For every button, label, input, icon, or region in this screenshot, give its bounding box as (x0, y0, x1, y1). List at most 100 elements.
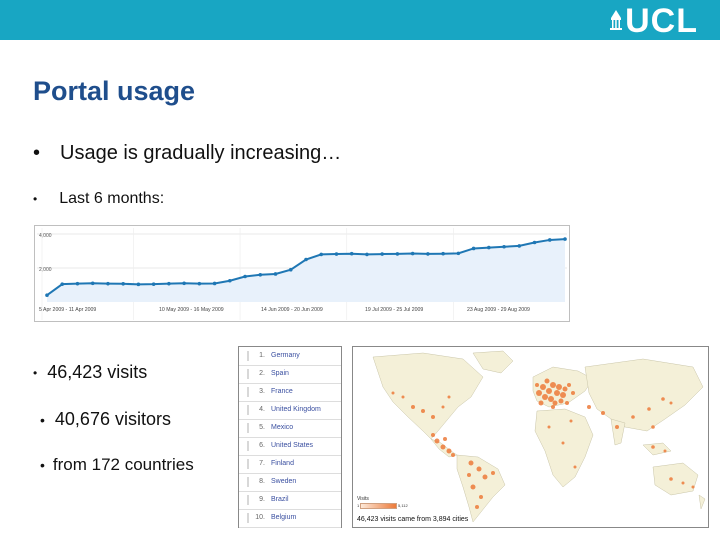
bullet-dot: • (33, 192, 38, 206)
x-tick-label: 10 May 2009 - 16 May 2009 (159, 307, 224, 313)
data-point (319, 252, 324, 257)
bullet-dot: • (40, 457, 45, 473)
data-point (182, 281, 186, 286)
data-point (304, 257, 308, 262)
data-point (167, 281, 171, 286)
row-marker (247, 423, 249, 433)
visit-dot (669, 477, 673, 481)
visit-dot (561, 441, 565, 445)
visit-dot (681, 481, 685, 485)
row-marker (247, 405, 249, 415)
header-bar: UCL (0, 0, 720, 40)
row-country[interactable]: United Kingdom (271, 406, 321, 413)
data-point (258, 273, 263, 277)
visit-dot (569, 419, 573, 423)
visit-dot (482, 474, 488, 480)
visit-dot (651, 445, 655, 449)
visit-dot (647, 407, 651, 411)
visit-dot (562, 386, 568, 392)
data-point (410, 251, 415, 256)
stat-visits-text: 46,423 visits (47, 362, 148, 382)
map-caption: 46,423 visits came from 3,894 cities (357, 516, 469, 523)
x-tick-label: 5 Apr 2009 - 11 Apr 2009 (39, 307, 96, 313)
stat-visits: • 46,423 visits (33, 362, 147, 383)
visit-dot (401, 395, 405, 399)
data-point (547, 238, 552, 242)
visit-dot (547, 425, 551, 429)
data-point (380, 252, 384, 256)
visit-dot (535, 383, 539, 387)
visit-dot (661, 397, 665, 401)
visit-dot (573, 465, 577, 469)
row-marker (247, 441, 249, 451)
visit-dot (431, 433, 435, 437)
row-rank: 3. (259, 388, 265, 395)
data-point (45, 293, 49, 297)
row-country[interactable]: Finland (271, 460, 294, 467)
visit-dot (542, 394, 548, 400)
table-row: 6. United States (239, 437, 341, 456)
table-row: 2. Spain (239, 365, 341, 384)
row-rank: 2. (259, 370, 265, 377)
row-country[interactable]: Spain (271, 370, 289, 377)
data-point (136, 282, 141, 287)
visit-dot (615, 425, 619, 429)
row-rank: 1. (259, 352, 265, 359)
row-marker (247, 351, 249, 361)
data-point (441, 251, 445, 256)
data-point (349, 251, 354, 256)
visit-dot (440, 444, 446, 450)
bullet-dot: • (33, 365, 38, 380)
row-country[interactable]: Sweden (271, 478, 297, 485)
row-rank: 10. (255, 514, 265, 521)
data-point (471, 246, 476, 251)
row-rank: 9. (259, 496, 265, 503)
row-rank: 6. (259, 442, 265, 449)
legend-max: 5,112 (398, 503, 408, 508)
data-point (517, 244, 522, 248)
row-country[interactable]: Mexico (271, 424, 294, 431)
visit-dot (447, 395, 451, 399)
portico-icon (610, 10, 623, 30)
x-tick-label: 23 Aug 2009 - 29 Aug 2009 (467, 307, 530, 313)
visit-dot (587, 405, 591, 409)
legend-min: 1 (357, 503, 360, 508)
visit-dot (421, 409, 425, 413)
data-point (288, 267, 293, 272)
row-country[interactable]: France (271, 388, 293, 395)
row-country[interactable]: United States (271, 442, 314, 449)
visit-dot (391, 391, 395, 395)
data-point (151, 282, 156, 286)
row-country[interactable]: Germany (271, 352, 300, 359)
visit-dot (536, 390, 542, 396)
series-area (47, 239, 565, 302)
table-row: 4. United Kingdom (239, 401, 341, 420)
row-country[interactable]: Brazil (271, 496, 289, 503)
visit-dot (441, 405, 445, 409)
data-point (90, 281, 95, 286)
visit-dot (467, 473, 471, 477)
stat-countries-text: from 172 countries (52, 455, 194, 474)
data-point (365, 252, 369, 257)
row-country[interactable]: Belgium (271, 514, 297, 521)
visit-dot (691, 485, 695, 489)
visit-dots (391, 378, 695, 509)
row-rank: 7. (259, 460, 265, 467)
data-point (395, 252, 400, 256)
data-point (532, 240, 537, 245)
stat-countries: • from 172 countries (40, 455, 194, 475)
visit-dot (567, 383, 571, 387)
visit-dot (479, 495, 483, 499)
bullet-main: • Usage is gradually increasing… (33, 142, 341, 165)
visit-dot (551, 405, 555, 409)
row-marker (247, 387, 249, 397)
visit-dot (556, 384, 562, 390)
y-tick-label: 2,000 (39, 267, 52, 273)
row-marker (247, 477, 249, 487)
bullet-dot: • (33, 142, 41, 164)
data-point (75, 281, 80, 286)
visit-dot (552, 400, 558, 406)
visit-dot (451, 453, 455, 457)
visits-line-chart: 4,000 2,000 5 Apr 2009 - 11 Apr 2009 10 May… (34, 225, 570, 322)
row-rank: 4. (259, 406, 265, 413)
